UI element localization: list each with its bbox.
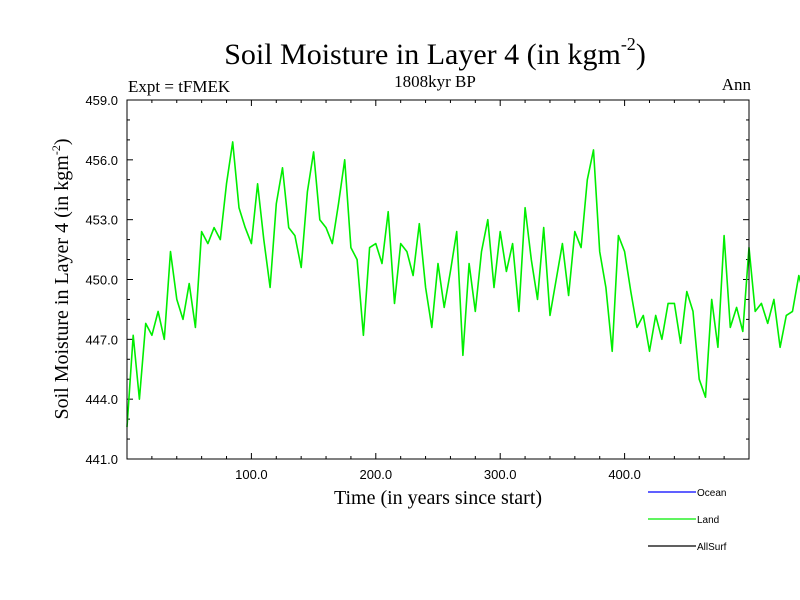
x-axis-title: Time (in years since start) (334, 487, 542, 509)
plot-frame (126, 99, 750, 460)
y-axis-ticks: 441.0 444.0 447.0 450.0 453.0 456.0 459.0 (85, 93, 749, 467)
period-label: Ann (721, 75, 751, 94)
x-axis-ticks: 100.0 200.0 300.0 400.0 (151, 100, 725, 482)
x-tick-label: 400.0 (608, 467, 641, 482)
y-tick-label: 450.0 (85, 273, 118, 288)
chart-subtitle: 1808kyr BP (394, 72, 476, 91)
x-tick-label: 200.0 (360, 467, 393, 482)
y-tick-label: 447.0 (85, 332, 118, 347)
y-tick-label: 444.0 (85, 392, 118, 407)
y-tick-label: 441.0 (85, 452, 118, 467)
experiment-label: Expt = tFMEK (128, 77, 231, 96)
y-axis-title-superscript: -2 (49, 145, 63, 155)
chart-title: Soil Moisture in Layer 4 (in kgm-2) (0, 34, 800, 72)
y-tick-label: 453.0 (85, 213, 118, 228)
chart-title-superscript: -2 (620, 34, 636, 54)
series-line-land (126, 141, 800, 428)
y-axis-title-text: Soil Moisture in Layer 4 (in kgm (51, 155, 73, 420)
series-layer (126, 141, 800, 428)
chart-title-close: ) (635, 38, 646, 71)
y-axis-title-close: ) (51, 138, 73, 145)
legend-label-ocean: Ocean (697, 488, 726, 499)
legend-label-allsurf: AllSurf (697, 542, 727, 553)
y-tick-label: 456.0 (85, 153, 118, 168)
legend-label-land: Land (697, 515, 719, 526)
x-tick-label: 100.0 (235, 467, 268, 482)
y-axis-title: Soil Moisture in Layer 4 (in kgm-2) (49, 138, 73, 419)
x-tick-label: 300.0 (484, 467, 517, 482)
chart-title-text: Soil Moisture in Layer 4 (in kgm (224, 38, 621, 71)
y-tick-label: 459.0 (85, 93, 118, 108)
legend: Ocean Land AllSurf (648, 488, 727, 553)
